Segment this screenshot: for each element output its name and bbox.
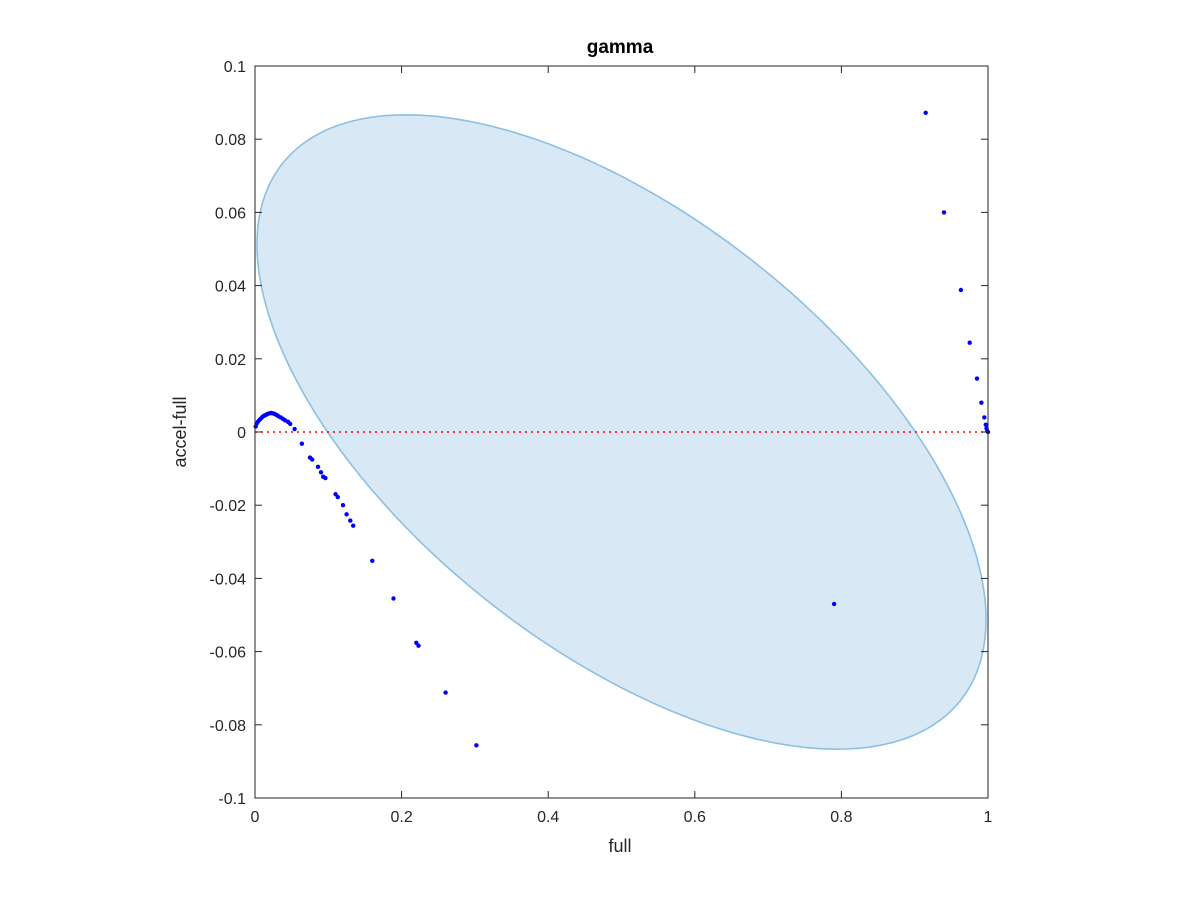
- x-tick-label: 0: [251, 809, 260, 826]
- y-tick-label: -0.1: [218, 791, 246, 808]
- scatter-point: [416, 643, 421, 648]
- scatter-point: [288, 421, 293, 427]
- y-tick-label: 0.02: [215, 352, 246, 369]
- scatter-point: [340, 503, 346, 508]
- scatter-point: [967, 340, 972, 345]
- scatter-point: [348, 518, 353, 523]
- scatter-point: [310, 457, 315, 462]
- scatter-point: [315, 464, 321, 469]
- y-tick-label: -0.08: [210, 718, 247, 735]
- scatter-point: [831, 601, 837, 607]
- x-tick-label: 0.6: [684, 809, 706, 826]
- scatter-point: [344, 512, 349, 517]
- x-tick-label: 1: [984, 809, 993, 826]
- y-tick-label: -0.04: [210, 571, 247, 588]
- scatter-point: [391, 596, 396, 601]
- x-tick-label: 0.4: [537, 809, 559, 826]
- chart-title: gamma: [587, 37, 654, 58]
- scatter-point: [443, 690, 448, 695]
- x-tick-label: 0.2: [390, 809, 412, 826]
- x-tick-label: 0.8: [830, 809, 852, 826]
- scatter-point: [318, 470, 324, 475]
- scatter-points-layer: [253, 110, 991, 748]
- scatter-point: [974, 376, 980, 381]
- scatter-point: [370, 558, 375, 563]
- tick-layer: 0 0.2 0.4 0.6 0.8 1 -0.1 -0.08 -0.06 -0.04 -0.02 0 0…: [210, 59, 993, 826]
- y-tick-label: 0.1: [224, 59, 246, 76]
- scatter-point: [292, 426, 297, 432]
- scatter-point: [299, 441, 305, 446]
- y-axis-label: accel-full: [170, 396, 190, 467]
- scatter-point: [335, 494, 340, 500]
- scatter-point: [323, 475, 328, 481]
- scatter-point: [474, 743, 479, 748]
- scatter-point: [923, 110, 928, 116]
- y-tick-label: -0.06: [210, 645, 247, 662]
- y-tick-label: 0: [237, 425, 246, 442]
- scatter-point: [941, 210, 947, 215]
- scatter-point: [983, 422, 988, 427]
- scatter-point: [982, 415, 987, 420]
- x-axis-label: full: [608, 836, 631, 856]
- y-tick-label: -0.02: [210, 498, 247, 515]
- y-tick-label: 0.08: [215, 132, 246, 149]
- scatter-point: [958, 287, 964, 293]
- scatter-point: [351, 523, 356, 528]
- y-tick-label: 0.06: [215, 205, 246, 222]
- scatter-point: [979, 400, 984, 405]
- y-tick-label: 0.04: [215, 279, 246, 296]
